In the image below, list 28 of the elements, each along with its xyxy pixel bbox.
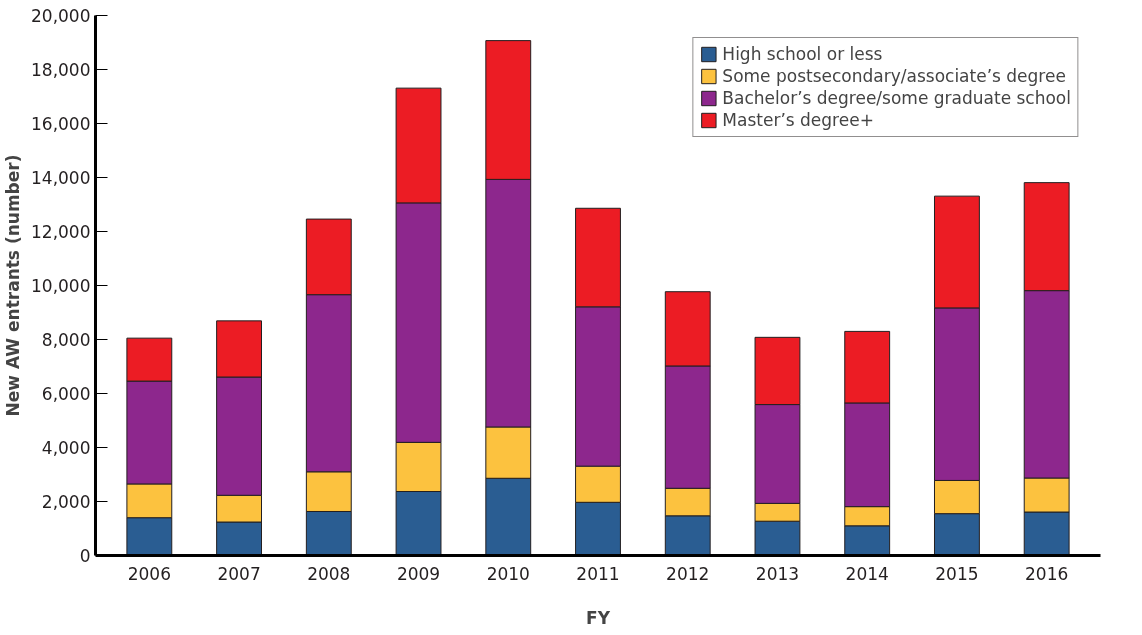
y-tick-label: 0 [79, 546, 91, 566]
y-tick-label: 20,000 [31, 6, 91, 26]
x-tick-label: 2006 [127, 563, 171, 584]
legend-label: High school or less [722, 44, 883, 64]
legend-label: Bachelor’s degree/some graduate school [722, 88, 1071, 108]
x-tick-label: 2013 [755, 563, 800, 584]
x-axis-title: FY [586, 607, 611, 628]
x-tick-label: 2014 [845, 563, 889, 584]
y-tick-label: 14,000 [31, 168, 91, 188]
x-tick-label: 2008 [307, 563, 351, 584]
x-tick-label: 2007 [217, 563, 261, 584]
x-tick-label: 2015 [935, 563, 979, 584]
y-tick-label: 12,000 [31, 222, 91, 242]
x-tick-label: 2012 [666, 563, 710, 584]
x-tick-label: 2009 [396, 563, 441, 584]
y-tick-label: 10,000 [31, 276, 91, 296]
x-tick-label: 2010 [486, 563, 530, 584]
x-tick-label: 2011 [576, 563, 620, 584]
y-tick-label: 2,000 [41, 492, 91, 512]
y-axis-title: New AW entrants (number) [3, 154, 24, 417]
legend-label: Some postsecondary/associate’s degree [722, 66, 1066, 86]
y-tick-label: 8,000 [41, 330, 91, 350]
y-tick-label: 6,000 [41, 384, 91, 404]
y-tick-label: 16,000 [31, 114, 91, 134]
y-tick-label: 4,000 [41, 438, 91, 458]
y-tick-label: 18,000 [31, 60, 91, 80]
x-tick-label: 2016 [1025, 563, 1069, 584]
legend-label: Master’s degree+ [722, 110, 874, 130]
